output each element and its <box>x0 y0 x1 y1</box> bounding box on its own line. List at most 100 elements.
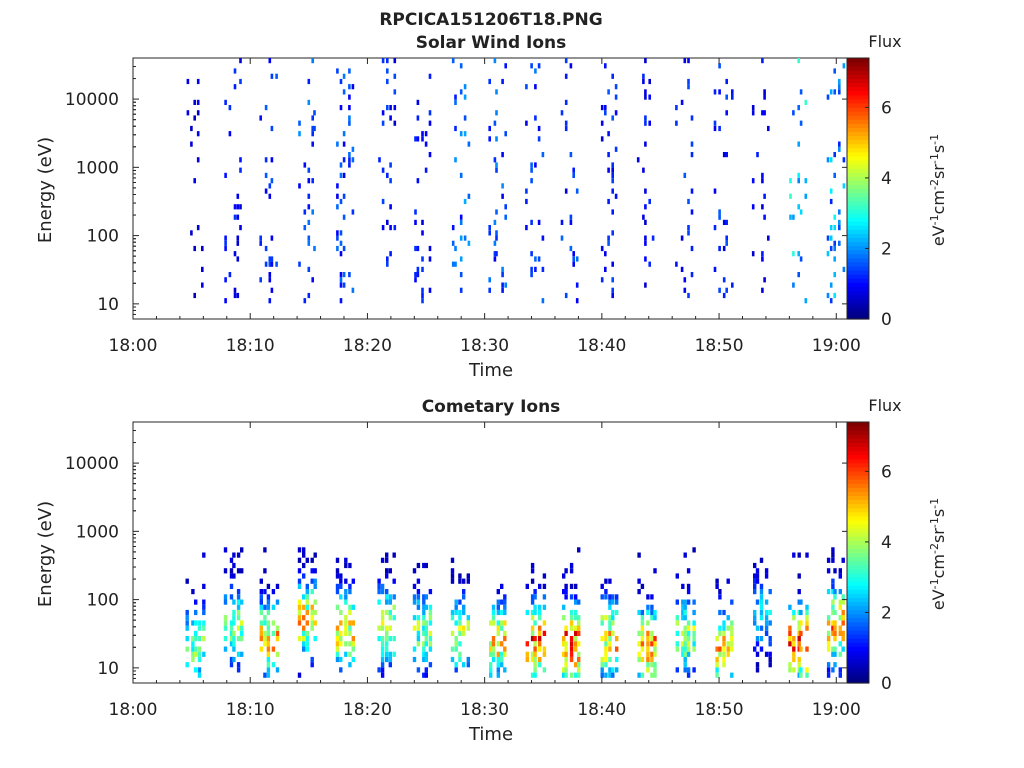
flux-cell <box>233 68 237 74</box>
flux-cell <box>275 583 280 589</box>
flux-cell <box>600 594 604 600</box>
flux-cell <box>690 245 694 252</box>
flux-cell <box>196 78 200 85</box>
flux-cell <box>530 162 533 168</box>
flux-cell <box>564 583 568 589</box>
flux-cell <box>534 68 537 74</box>
flux-cell <box>730 672 734 678</box>
flux-cell <box>753 609 757 616</box>
flux-cell <box>422 651 426 657</box>
flux-cell <box>297 636 302 642</box>
flux-cell <box>335 557 340 563</box>
flux-cell <box>422 604 426 610</box>
flux-cell <box>348 620 352 626</box>
flux-cell <box>416 594 421 600</box>
colorbar-swatch <box>847 184 869 190</box>
flux-cell <box>351 84 355 90</box>
flux-cell <box>768 609 772 616</box>
flux-cell <box>675 630 679 636</box>
flux-cell <box>297 609 302 616</box>
flux-cell <box>648 78 651 85</box>
flux-cell <box>608 599 612 605</box>
colorbar-swatch <box>847 532 869 537</box>
flux-cell <box>681 641 685 647</box>
flux-cell <box>826 589 831 595</box>
flux-cell <box>730 641 734 647</box>
flux-cell <box>833 646 837 652</box>
flux-cell <box>389 105 392 111</box>
flux-cell <box>615 667 619 673</box>
flux-cell <box>496 672 500 678</box>
colorbar-swatch <box>847 634 869 639</box>
colorbar-swatch <box>847 426 869 431</box>
flux-cell <box>381 167 385 173</box>
flux-cell <box>574 594 578 600</box>
flux-cell <box>615 599 619 605</box>
flux-cell <box>829 245 833 252</box>
flux-cell <box>604 636 608 642</box>
flux-cell <box>569 615 574 621</box>
flux-cell <box>797 573 801 579</box>
flux-cell <box>831 609 835 616</box>
flux-cell <box>841 620 845 626</box>
flux-cell <box>335 641 340 647</box>
flux-cell <box>462 625 466 631</box>
flux-cell <box>228 272 232 278</box>
flux-cell <box>421 219 424 225</box>
flux-cell <box>683 604 687 610</box>
flux-cell <box>454 620 458 626</box>
flux-cell <box>263 589 267 595</box>
flux-cell <box>488 277 491 283</box>
flux-cell <box>305 609 309 616</box>
flux-cell <box>270 73 274 79</box>
flux-cell <box>335 583 340 589</box>
unit-exponent: -2 <box>928 179 941 190</box>
y-tick-label: 100 <box>87 591 119 611</box>
flux-cell <box>344 630 348 636</box>
flux-cell <box>604 63 607 69</box>
flux-cell <box>194 667 198 673</box>
flux-cell <box>755 573 760 579</box>
flux-cell <box>424 656 428 663</box>
flux-cell <box>412 599 417 605</box>
flux-cell <box>833 240 836 246</box>
flux-cell <box>692 599 696 605</box>
flux-cell <box>644 58 647 64</box>
flux-cell <box>335 656 340 663</box>
flux-cell <box>564 672 568 678</box>
flux-cell <box>577 641 581 647</box>
flux-cell <box>833 245 836 252</box>
colorbar-swatch <box>847 540 869 545</box>
flux-cell <box>604 615 608 621</box>
flux-cell <box>564 667 568 673</box>
flux-cell <box>302 625 306 631</box>
flux-cell <box>637 609 641 616</box>
flux-cell <box>344 557 348 563</box>
flux-cell <box>569 625 574 631</box>
flux-cell <box>805 667 809 673</box>
flux-cell <box>450 656 455 663</box>
colorbar-swatch <box>847 458 869 464</box>
flux-cell <box>640 646 645 652</box>
flux-cell <box>380 557 385 563</box>
colorbar-swatch <box>847 515 869 521</box>
flux-cell <box>692 625 696 631</box>
flux-cell <box>342 172 346 178</box>
flux-cell <box>831 578 835 584</box>
flux-cell <box>454 604 458 610</box>
flux-cell <box>600 583 604 589</box>
flux-cell <box>191 620 195 626</box>
flux-cell <box>297 615 302 621</box>
flux-cell <box>764 615 769 621</box>
flux-cell <box>681 604 685 610</box>
flux-cell <box>459 63 463 69</box>
flux-cell <box>718 651 722 657</box>
flux-cell <box>385 552 389 558</box>
colorbar-swatch <box>847 621 869 627</box>
flux-cell <box>232 656 236 663</box>
flux-cell <box>503 630 507 636</box>
colorbar-swatch <box>847 237 869 243</box>
unit-base: eV <box>929 589 948 610</box>
flux-cell <box>715 583 719 589</box>
colorbar-swatch <box>847 466 869 472</box>
